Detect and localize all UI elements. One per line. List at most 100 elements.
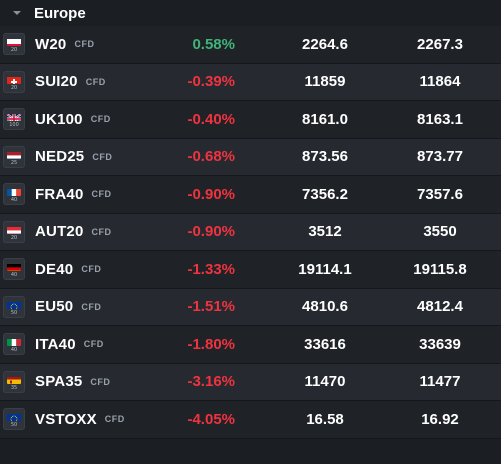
percent-change: 0.58% xyxy=(192,35,235,53)
instrument-row-sui20[interactable]: 20 SUI20 CFD -0.39% 11859 11864 xyxy=(0,63,501,101)
bid-price[interactable]: 4810.6 xyxy=(302,298,348,316)
flag-number: 35 xyxy=(10,384,18,391)
instrument-row-de40[interactable]: 40 DE40 CFD -1.33% 19114.1 19115.8 xyxy=(0,251,501,289)
instrument-row-eu50[interactable]: 50 EU50 CFD -1.51% 4810.6 4812.4 xyxy=(0,288,501,326)
instrument-row-w20[interactable]: 20 W20 CFD 0.58% 2264.6 2267.3 xyxy=(0,26,501,64)
instrument-symbol: EU50 xyxy=(35,298,74,316)
instrument-symbol: VSTOXX xyxy=(35,410,97,428)
instrument-row-spa35[interactable]: 35 SPA35 CFD -3.16% 11470 11477 xyxy=(0,363,501,401)
bid-price[interactable]: 2264.6 xyxy=(302,35,348,53)
bid-price[interactable]: 11470 xyxy=(304,373,346,391)
instrument-type-label: CFD xyxy=(90,376,111,387)
region-header[interactable]: Europe xyxy=(0,0,501,26)
flag-number: 50 xyxy=(10,422,18,429)
percent-change: -1.33% xyxy=(187,260,235,278)
eu-flag-icon: 50 xyxy=(3,295,25,318)
instrument-name-cell: 35 SPA35 CFD xyxy=(0,370,150,393)
instrument-row-vstoxx[interactable]: 50 VSTOXX CFD -4.05% 16.58 16.92 xyxy=(0,401,501,439)
bid-price[interactable]: 873.56 xyxy=(302,148,348,166)
instrument-name-cell: 25 NED25 CFD xyxy=(0,145,150,168)
instrument-type-label: CFD xyxy=(81,264,102,275)
instrument-row-fra40[interactable]: 40 FRA40 CFD -0.90% 7356.2 7357.6 xyxy=(0,176,501,214)
bid-price[interactable]: 7356.2 xyxy=(302,185,348,203)
instrument-type-label: CFD xyxy=(83,339,104,350)
instrument-type-label: CFD xyxy=(91,189,112,200)
flag-number: 100 xyxy=(9,122,19,129)
ask-price[interactable]: 7357.6 xyxy=(417,185,463,203)
instrument-symbol: NED25 xyxy=(35,148,85,166)
ask-price[interactable]: 11864 xyxy=(419,73,461,91)
percent-change: -0.40% xyxy=(187,110,235,128)
bid-price[interactable]: 11859 xyxy=(304,73,346,91)
flag-number: 50 xyxy=(10,309,18,316)
flag-number: 20 xyxy=(10,84,18,91)
ask-price[interactable]: 4812.4 xyxy=(417,298,463,316)
instrument-row-uk100[interactable]: 100 UK100 CFD -0.40% 8161.0 8163.1 xyxy=(0,101,501,139)
bid-price[interactable]: 19114.1 xyxy=(298,260,352,278)
instrument-symbol: SPA35 xyxy=(35,373,83,391)
instrument-name-cell: 40 ITA40 CFD xyxy=(0,333,150,356)
flag-number: 40 xyxy=(10,347,18,354)
ask-price[interactable]: 3550 xyxy=(423,223,457,241)
instrument-type-label: CFD xyxy=(91,226,112,237)
percent-change: -0.90% xyxy=(187,223,235,241)
france-flag-icon: 40 xyxy=(3,183,25,206)
bid-price[interactable]: 3512 xyxy=(308,223,342,241)
instrument-type-label: CFD xyxy=(81,301,102,312)
eu-flag-icon: 50 xyxy=(3,408,25,431)
percent-change: -1.80% xyxy=(187,335,235,353)
switzerland-flag-icon: 20 xyxy=(3,70,25,93)
ask-price[interactable]: 2267.3 xyxy=(417,35,463,53)
flag-number: 40 xyxy=(10,197,18,204)
ask-price[interactable]: 8163.1 xyxy=(417,110,463,128)
instrument-symbol: SUI20 xyxy=(35,73,78,91)
instrument-symbol: DE40 xyxy=(35,260,74,278)
ask-price[interactable]: 873.77 xyxy=(417,148,463,166)
instrument-type-label: CFD xyxy=(104,414,125,425)
instrument-symbol: W20 xyxy=(35,35,67,53)
ask-price[interactable]: 11477 xyxy=(419,373,461,391)
instrument-type-label: CFD xyxy=(74,39,95,50)
instrument-type-label: CFD xyxy=(85,76,106,87)
uk-flag-icon: 100 xyxy=(3,108,25,131)
instrument-symbol: ITA40 xyxy=(35,335,76,353)
ask-price[interactable]: 33639 xyxy=(419,335,461,353)
percent-change: -0.90% xyxy=(187,185,235,203)
bid-price[interactable]: 16.58 xyxy=(306,410,344,428)
spain-flag-icon: 35 xyxy=(3,370,25,393)
bid-price[interactable]: 8161.0 xyxy=(302,110,348,128)
poland-flag-icon: 20 xyxy=(3,33,25,56)
netherlands-flag-icon: 25 xyxy=(3,145,25,168)
instrument-type-label: CFD xyxy=(92,151,113,162)
instrument-type-label: CFD xyxy=(90,114,111,125)
percent-change: -0.68% xyxy=(187,148,235,166)
instrument-row-ita40[interactable]: 40 ITA40 CFD -1.80% 33616 33639 xyxy=(0,326,501,364)
chevron-down-icon[interactable] xyxy=(0,10,34,16)
percent-change: -1.51% xyxy=(187,298,235,316)
instrument-name-cell: 40 DE40 CFD xyxy=(0,258,150,281)
ask-price[interactable]: 19115.8 xyxy=(413,260,467,278)
instrument-name-cell: 100 UK100 CFD xyxy=(0,108,150,131)
instrument-symbol: UK100 xyxy=(35,110,83,128)
austria-flag-icon: 20 xyxy=(3,220,25,243)
instrument-name-cell: 20 W20 CFD xyxy=(0,33,150,56)
instrument-name-cell: 50 VSTOXX CFD xyxy=(0,408,150,431)
flag-number: 40 xyxy=(10,272,18,279)
instrument-row-aut20[interactable]: 20 AUT20 CFD -0.90% 3512 3550 xyxy=(0,213,501,251)
instrument-list: 20 W20 CFD 0.58% 2264.6 2267.3 20 SUI20 CFD -0.39… xyxy=(0,26,501,439)
italy-flag-icon: 40 xyxy=(3,333,25,356)
flag-number: 20 xyxy=(10,234,18,241)
region-title: Europe xyxy=(34,4,86,22)
percent-change: -0.39% xyxy=(187,73,235,91)
instrument-symbol: FRA40 xyxy=(35,185,84,203)
instrument-row-ned25[interactable]: 25 NED25 CFD -0.68% 873.56 873.77 xyxy=(0,138,501,176)
flag-number: 20 xyxy=(10,47,18,54)
germany-flag-icon: 40 xyxy=(3,258,25,281)
flag-number: 25 xyxy=(10,159,18,166)
percent-change: -4.05% xyxy=(187,410,235,428)
instrument-name-cell: 50 EU50 CFD xyxy=(0,295,150,318)
instrument-symbol: AUT20 xyxy=(35,223,84,241)
instrument-name-cell: 20 AUT20 CFD xyxy=(0,220,150,243)
ask-price[interactable]: 16.92 xyxy=(421,410,459,428)
bid-price[interactable]: 33616 xyxy=(304,335,346,353)
